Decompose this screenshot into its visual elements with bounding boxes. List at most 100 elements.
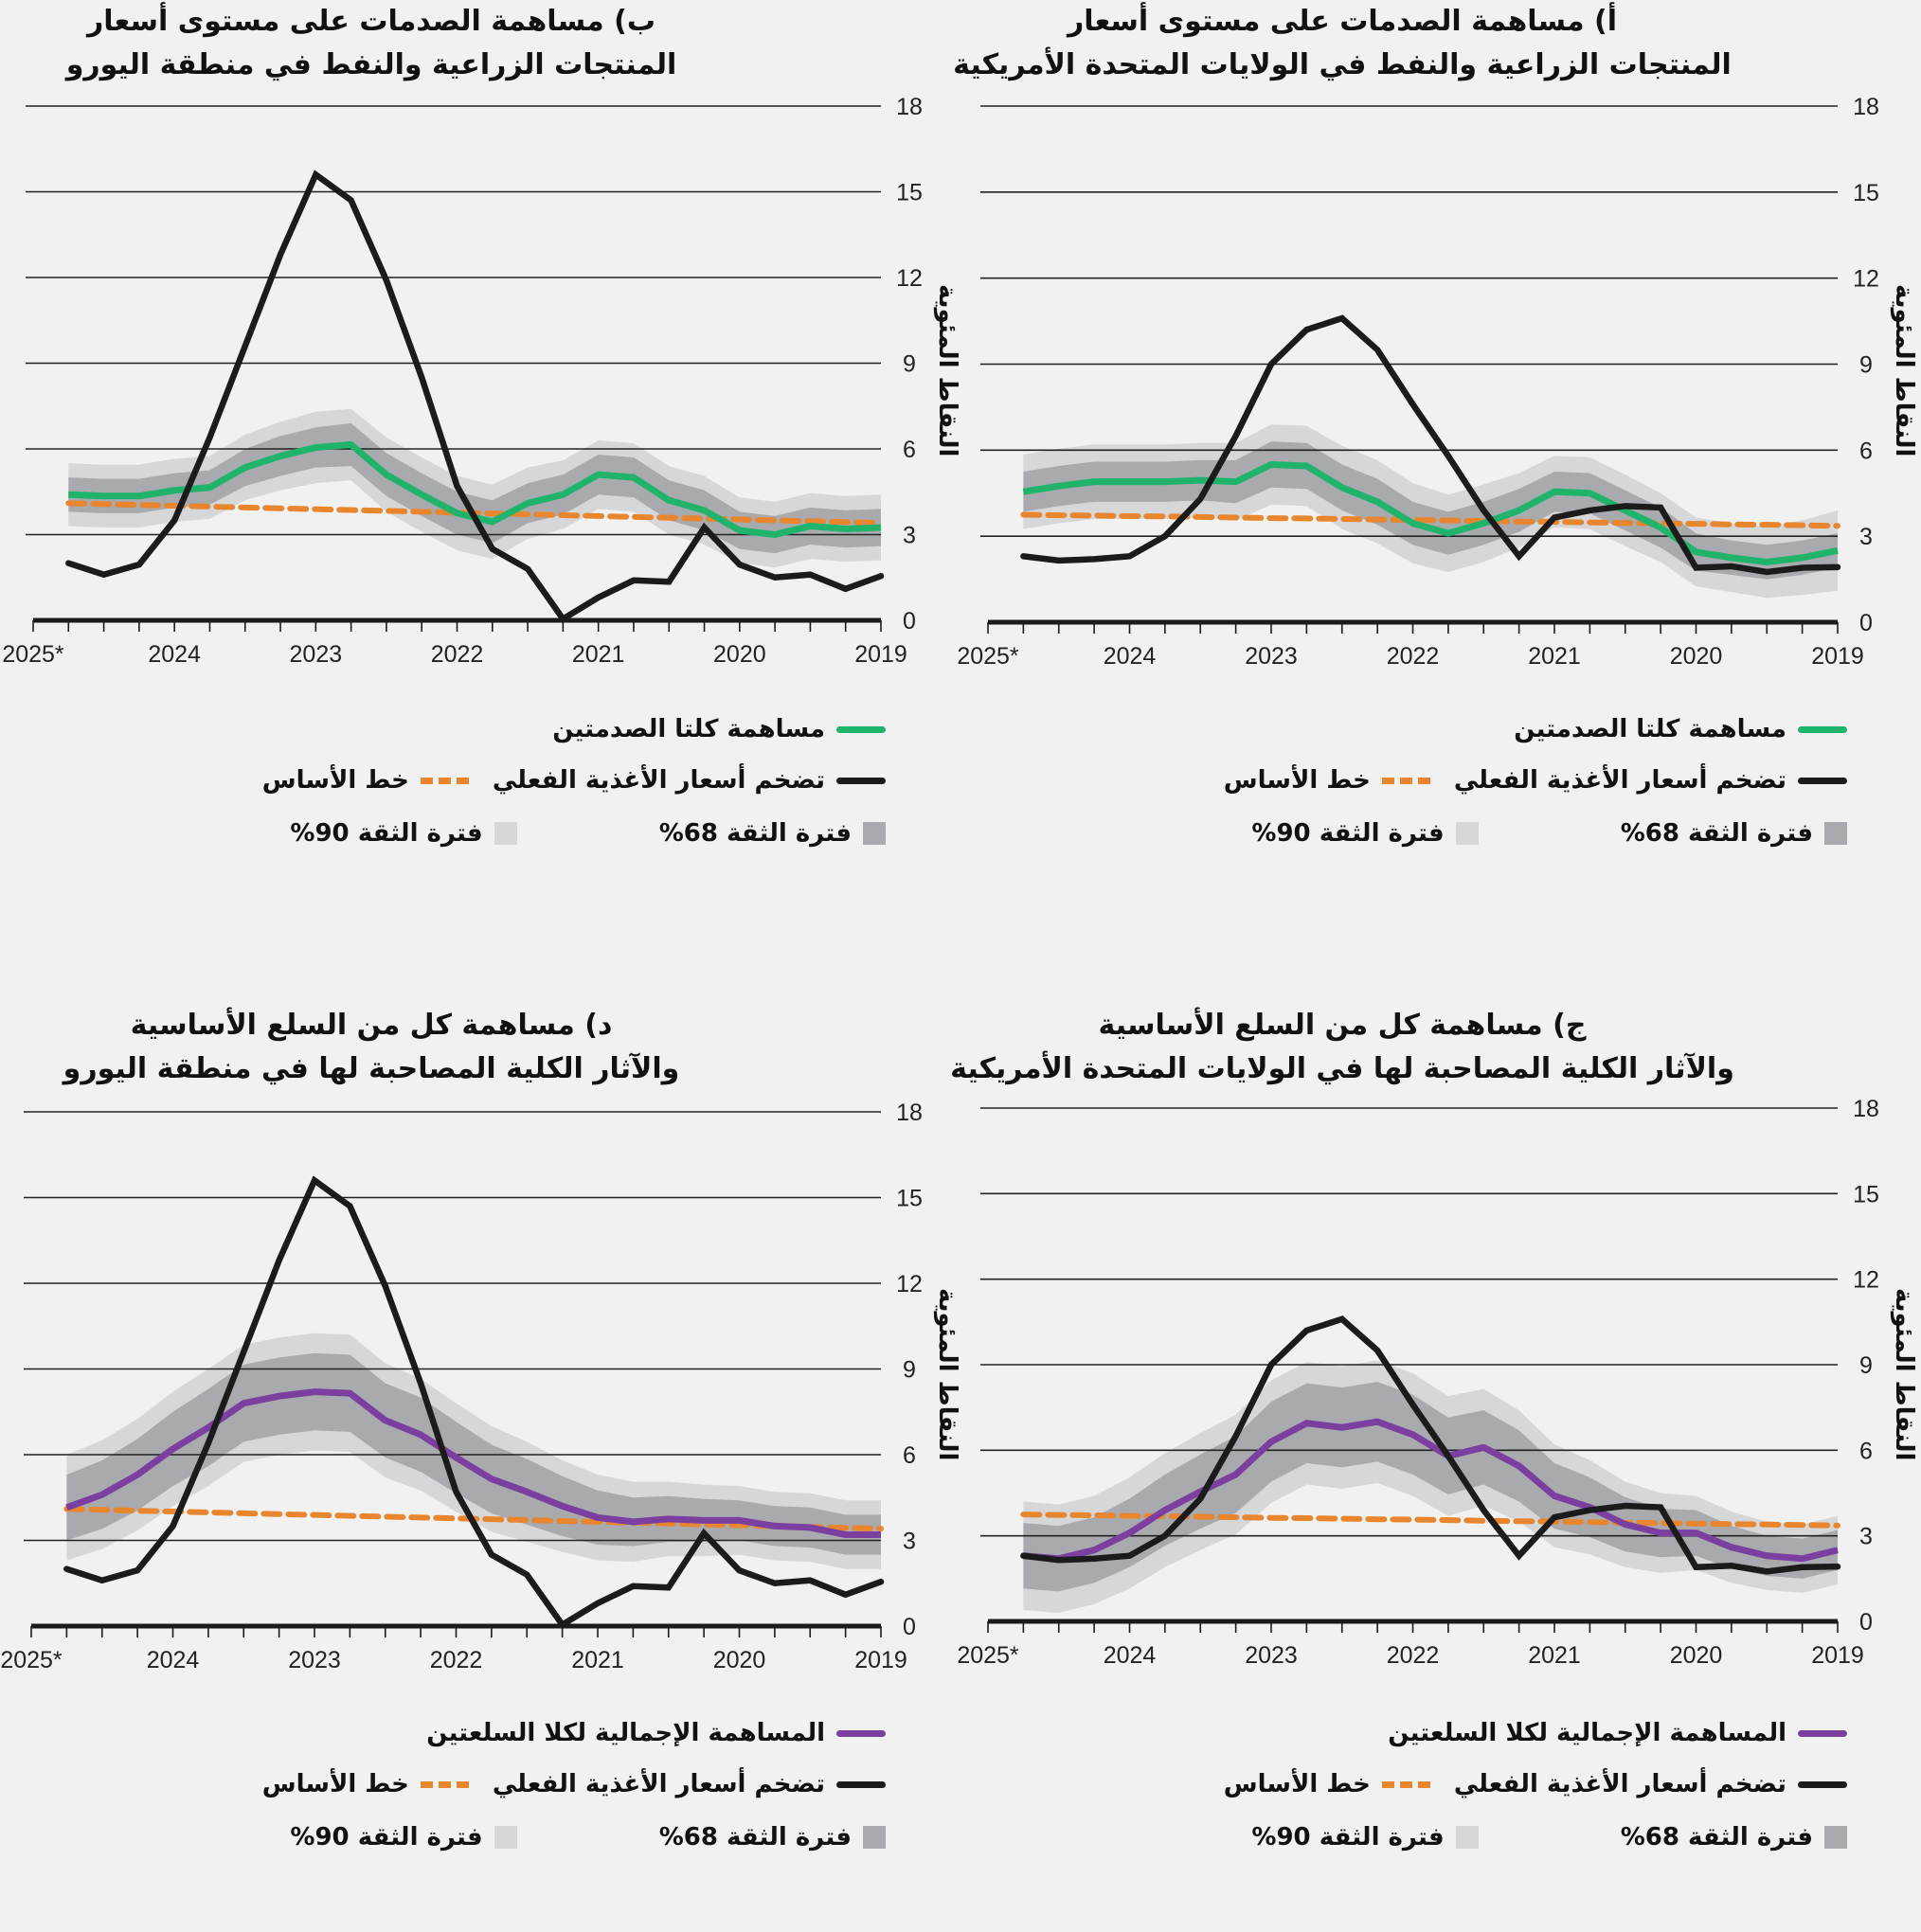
legend-contribution: المساهمة الإجمالية لكلا السلعتين [426, 1719, 886, 1747]
legend-contribution-label: المساهمة الإجمالية لكلا السلعتين [1388, 1719, 1786, 1747]
x-tick-label: 2021 [572, 641, 625, 668]
legend-row: فترة الثقة 68% فترة الثقة 90% [290, 819, 886, 848]
y-tick-label: 3 [903, 1529, 916, 1555]
legend-ci68: فترة الثقة 68% [1621, 819, 1847, 848]
legend-contribution-label: المساهمة الإجمالية لكلا السلعتين [426, 1719, 825, 1747]
x-tick-label: 2022 [1387, 643, 1440, 670]
legend-contribution: مساهمة كلتا الصدمتين [552, 715, 886, 743]
legend-row: مساهمة كلتا الصدمتين [552, 715, 886, 743]
x-tick-label: 2023 [1245, 1642, 1298, 1669]
legend-baseline-label: خط الأساس [1223, 1770, 1371, 1798]
y-tick-label: 15 [1853, 1181, 1879, 1208]
legend-row: المساهمة الإجمالية لكلا السلعتين [1388, 1719, 1847, 1747]
legend-baseline: خط الأساس [1224, 766, 1431, 795]
x-tick-label: 2021 [1528, 1642, 1581, 1669]
legend-baseline: خط الأساس [1224, 1770, 1431, 1798]
x-tick-label: 2022 [430, 1647, 483, 1673]
y-tick-label: 0 [1859, 1609, 1873, 1636]
legend-contribution-swatch [1798, 725, 1847, 733]
y-tick-label: 6 [1859, 438, 1873, 464]
contribution-line [1023, 1418, 1839, 1563]
ci90-band [1023, 1360, 1838, 1613]
legend-actual-swatch [1798, 1780, 1847, 1788]
legend-baseline: خط الأساس [262, 766, 470, 795]
legend-ci68-swatch [1824, 822, 1847, 845]
x-tick-label: 2024 [1104, 643, 1157, 670]
legend-ci90-label: فترة الثقة 90% [1251, 819, 1445, 848]
legend-actual-label: تضخم أسعار الأغذية الفعلي [492, 1770, 825, 1798]
x-tick-label: 2024 [147, 1647, 200, 1673]
x-tick-label: 2025* [2, 641, 64, 668]
legend-baseline-swatch [420, 777, 470, 784]
legend-row: تضخم أسعار الأغذية الفعلي خط الأساس [1224, 766, 1847, 795]
y-tick-label: 18 [896, 94, 923, 120]
baseline-line [1020, 511, 1840, 529]
panel-title-line2: والآثار الكلية المصاحبة لها في الولايات … [950, 1052, 1734, 1085]
y-tick-label: 6 [1859, 1438, 1873, 1464]
panel-title: أ) مساهمة الصدمات على مستوى أسعار المنتج… [767, 0, 1917, 87]
chart-a: 0 3 6 9 12 15 18 2025* 2024 2023 2022 2021 2020 2019 [957, 94, 1879, 670]
y-tick-label: 15 [896, 1186, 923, 1212]
panel-title-line2: المنتجات الزراعية والنفط في منطقة اليورو [65, 48, 677, 81]
panel-title-line2: والآثار الكلية المصاحبة لها في منطقة الي… [63, 1052, 680, 1085]
actual-inflation-line [1020, 314, 1841, 576]
y-tick-label: 9 [1859, 1352, 1873, 1379]
chart-b: 0 3 6 9 12 15 18 2025* 2024 2023 2022 2021 2020 2019 [2, 94, 923, 668]
legend-ci68-label: فترة الثقة 68% [1620, 819, 1813, 848]
legend-row: تضخم أسعار الأغذية الفعلي خط الأساس [262, 1770, 886, 1798]
legend-row: تضخم أسعار الأغذية الفعلي خط الأساس [1224, 1770, 1847, 1798]
panel-b: ب) مساهمة الصدمات على مستوى أسعار المنتج… [0, 0, 961, 928]
x-tick-label: 2019 [854, 641, 907, 668]
legend-ci68: فترة الثقة 68% [659, 1823, 886, 1852]
x-tick-label: 2020 [713, 1647, 766, 1673]
y-tick-label: 3 [903, 523, 916, 549]
x-tick-label: 2025* [957, 643, 1019, 670]
y-tick-label: 0 [1859, 610, 1873, 636]
chart-d: 0 3 6 9 12 15 18 2025* 2024 2023 2022 2021 2020 2019 [0, 1100, 923, 1673]
legend-baseline-swatch [420, 1780, 470, 1788]
panel-title-line1: ب) مساهمة الصدمات على مستوى أسعار [87, 5, 655, 38]
y-tick-label: 18 [1853, 94, 1879, 120]
x-tick-label: 2019 [854, 1647, 907, 1673]
legend-ci90: فترة الثقة 90% [290, 1823, 517, 1852]
legend-ci90: فترة الثقة 90% [1251, 819, 1479, 848]
panel-a: أ) مساهمة الصدمات على مستوى أسعار المنتج… [953, 0, 1918, 928]
legend-row: تضخم أسعار الأغذية الفعلي خط الأساس [262, 766, 886, 795]
y-tick-label: 12 [896, 1271, 923, 1297]
legend-contribution-label: مساهمة كلتا الصدمتين [1514, 715, 1786, 743]
legend-baseline-label: خط الأساس [261, 1770, 409, 1798]
legend-actual-swatch [1798, 777, 1847, 784]
legend-baseline-swatch [1381, 1780, 1431, 1788]
actual-inflation-line [63, 1175, 885, 1629]
legend-ci68-swatch [863, 1826, 886, 1849]
x-tick-label: 2022 [1387, 1642, 1440, 1669]
legend-actual: تضخم أسعار الأغذية الفعلي [493, 766, 886, 795]
panel-title: د) مساهمة كل من السلع الأساسية والآثار ا… [0, 1004, 960, 1091]
legend-ci90-swatch [494, 1826, 517, 1849]
y-tick-label: 12 [896, 265, 923, 292]
legend-ci68: فترة الثقة 68% [659, 819, 886, 848]
x-tick-label: 2020 [713, 641, 766, 668]
legend-row: المساهمة الإجمالية لكلا السلعتين [426, 1719, 886, 1747]
panel-title-line1: أ) مساهمة الصدمات على مستوى أسعار [1067, 5, 1618, 38]
legend-ci68-label: فترة الثقة 68% [1620, 1823, 1813, 1852]
legend-baseline-label: خط الأساس [1223, 766, 1371, 795]
legend-ci90-label: فترة الثقة 90% [1251, 1823, 1445, 1852]
legend: مساهمة كلتا الصدمتين تضخم أسعار الأغذية ا… [262, 715, 886, 857]
y-axis-label: النقاط المئوية [1890, 1288, 1918, 1461]
y-tick-label: 0 [903, 608, 916, 635]
panel-d: د) مساهمة كل من السلع الأساسية والآثار ا… [0, 1004, 961, 1932]
ci68-band [1023, 1382, 1838, 1592]
legend: المساهمة الإجمالية لكلا السلعتين تضخم أسع… [1212, 1719, 1847, 1861]
x-tick-label: 2020 [1670, 1642, 1723, 1669]
legend-ci90-label: فترة الثقة 90% [290, 819, 483, 848]
legend-contribution-label: مساهمة كلتا الصدمتين [552, 715, 825, 743]
y-tick-label: 3 [1859, 524, 1873, 550]
legend-ci68-label: فترة الثقة 68% [658, 819, 852, 848]
x-tick-label: 2019 [1811, 643, 1864, 670]
legend-ci68-swatch [1824, 1826, 1847, 1849]
y-tick-label: 0 [903, 1614, 916, 1640]
legend-baseline-swatch [1381, 777, 1431, 784]
y-axis-label: النقاط المئوية [933, 284, 961, 457]
contribution-line [65, 1388, 881, 1538]
